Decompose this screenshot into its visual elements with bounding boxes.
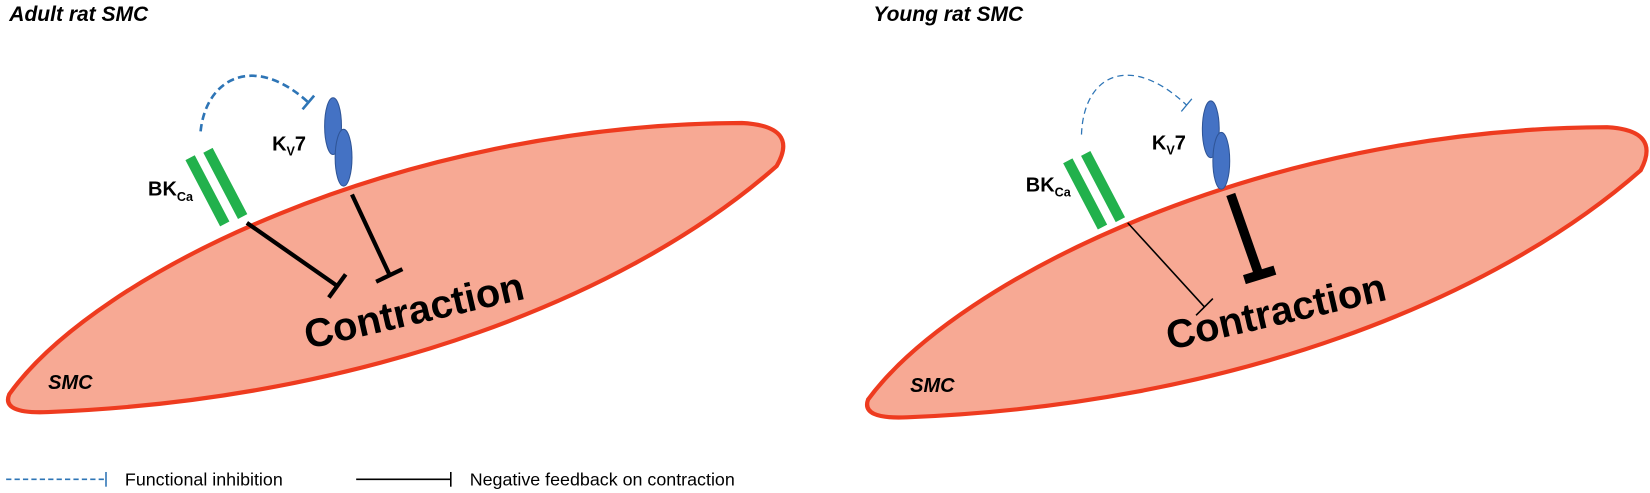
inhibition-bar [301,94,316,111]
inhibition-bar [1180,98,1193,112]
label-suffix: 7 [1175,132,1186,154]
cell [5,120,786,415]
panel-adult: Adult rat SMC BKCa KV7 Contraction SMC [5,3,786,415]
label-sub: Ca [1055,186,1072,200]
kv-label: KV7 [1152,132,1186,157]
label-suffix: 7 [295,133,306,155]
label-main: BK [1026,174,1055,196]
panel-title: Adult rat SMC [8,3,149,26]
inhibition-arc [1080,74,1188,135]
bk-channel [1081,151,1126,223]
bk-channel [203,147,248,219]
label-main: K [1152,132,1167,154]
cell-label: SMC [910,375,955,397]
panel-title: Young rat SMC [873,3,1024,26]
legend-label: Functional inhibition [125,470,283,490]
cell-label: SMC [48,372,93,394]
kv-channel [1212,131,1231,190]
feedback-line [245,221,339,288]
label-sub: Ca [177,190,194,204]
label-sub: V [287,145,296,159]
feedback-line [1127,222,1206,308]
bk-channel [1063,158,1108,230]
bk-channel [185,155,230,227]
kv-channel [334,128,353,187]
panel-young: Young rat SMC BKCa KV7 Contraction SMC [865,3,1649,420]
inhibition-arc [199,74,309,132]
feedback-bar [375,267,404,284]
feedback-bar [1243,265,1277,285]
legend: Functional inhibition Negative feedback … [6,470,735,490]
feedback-bar [1195,297,1214,316]
kv-label: KV7 [272,133,306,158]
legend-label: Negative feedback on contraction [470,470,735,490]
feedback-line [350,193,392,277]
feedback-line [1226,192,1264,277]
feedback-bar [327,273,348,299]
bk-label: BKCa [1026,174,1072,199]
label-main: K [272,133,287,155]
label-main: BK [148,179,177,201]
bk-label: BKCa [148,179,194,204]
label-sub: V [1166,144,1175,158]
